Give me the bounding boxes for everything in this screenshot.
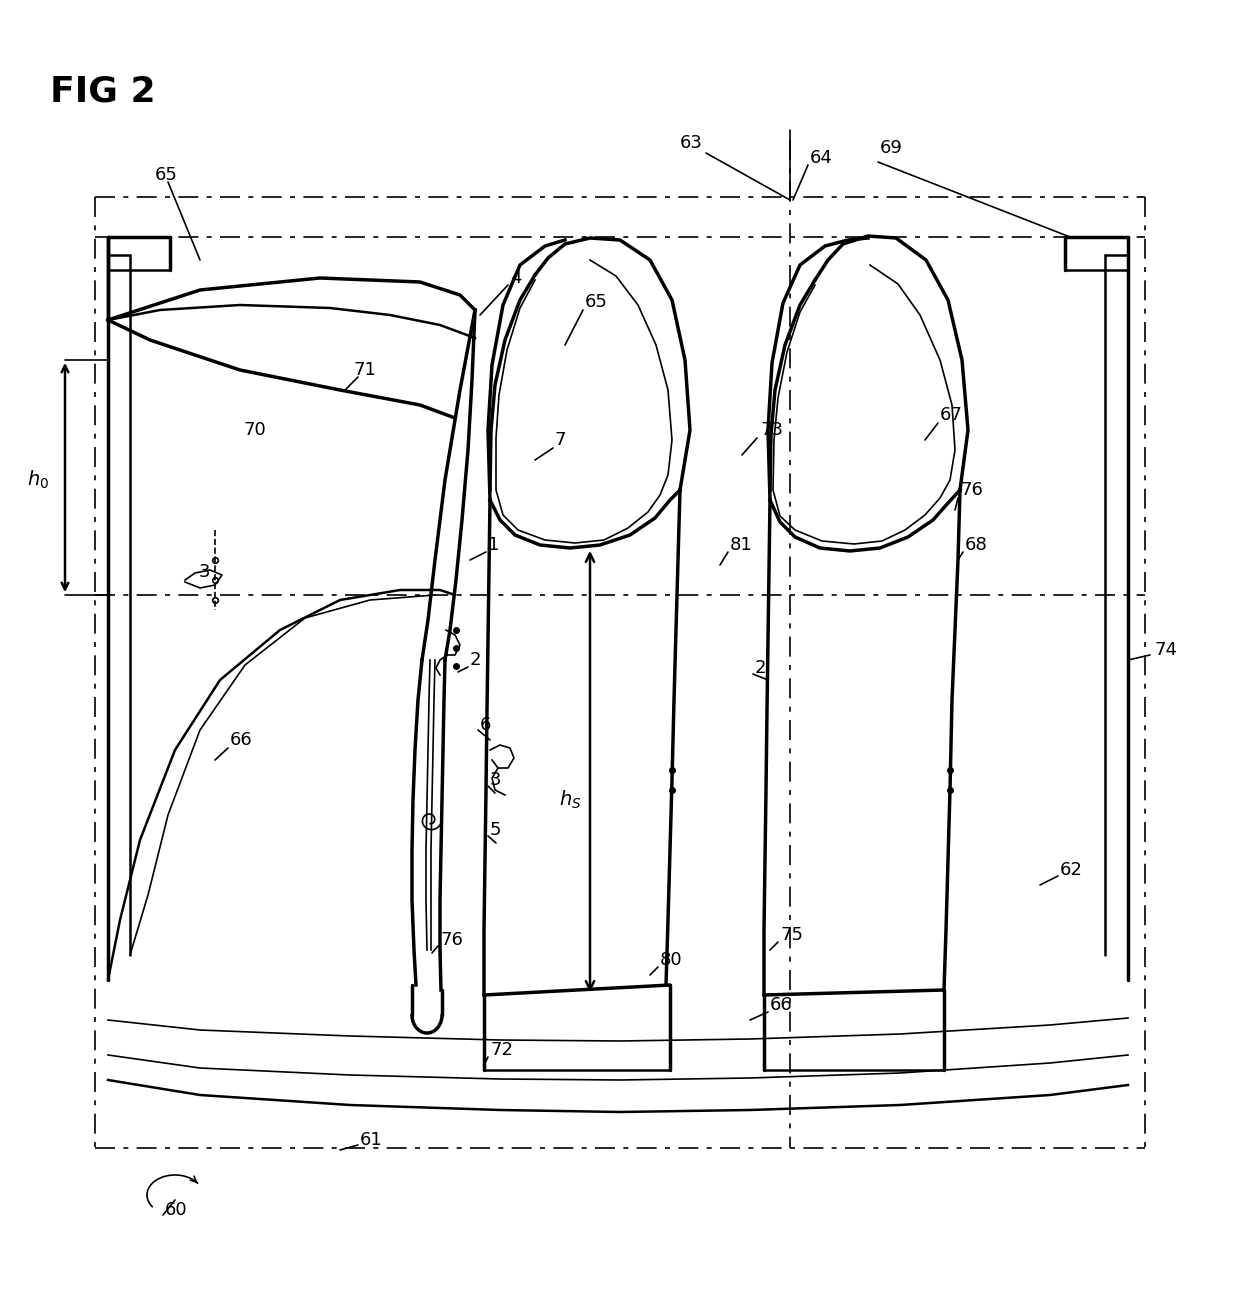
Text: 75: 75 — [780, 926, 804, 944]
Text: 6: 6 — [480, 716, 491, 734]
Text: 63: 63 — [680, 133, 703, 152]
Text: 73: 73 — [760, 421, 782, 439]
Text: 3: 3 — [490, 771, 501, 789]
Text: 68: 68 — [965, 536, 988, 554]
Text: 76: 76 — [960, 480, 983, 499]
Text: FIG 2: FIG 2 — [50, 75, 156, 109]
Text: 74: 74 — [1154, 641, 1178, 659]
Text: 67: 67 — [940, 407, 963, 423]
Text: 71: 71 — [353, 361, 377, 379]
Text: 65: 65 — [585, 293, 608, 311]
Text: 2: 2 — [470, 651, 481, 670]
Text: 1: 1 — [489, 536, 500, 554]
Text: 70: 70 — [243, 421, 267, 439]
Text: 61: 61 — [360, 1131, 383, 1149]
Text: 76: 76 — [440, 931, 463, 949]
Text: 72: 72 — [490, 1041, 513, 1059]
Text: 3: 3 — [198, 563, 210, 581]
Text: 65: 65 — [155, 166, 177, 184]
Text: 64: 64 — [810, 149, 833, 167]
Text: 5: 5 — [490, 821, 501, 839]
Text: 81: 81 — [730, 536, 753, 554]
Text: 4: 4 — [510, 269, 522, 287]
Text: 69: 69 — [880, 139, 903, 157]
Text: $h_S$: $h_S$ — [559, 789, 582, 811]
Text: 2: 2 — [755, 659, 766, 677]
Text: $h_0$: $h_0$ — [27, 469, 50, 491]
Text: 60: 60 — [165, 1200, 187, 1219]
Text: 62: 62 — [1060, 861, 1083, 879]
Text: 66: 66 — [770, 996, 792, 1014]
Text: 80: 80 — [660, 951, 683, 969]
Text: 66: 66 — [229, 730, 253, 749]
Text: 7: 7 — [556, 431, 567, 449]
